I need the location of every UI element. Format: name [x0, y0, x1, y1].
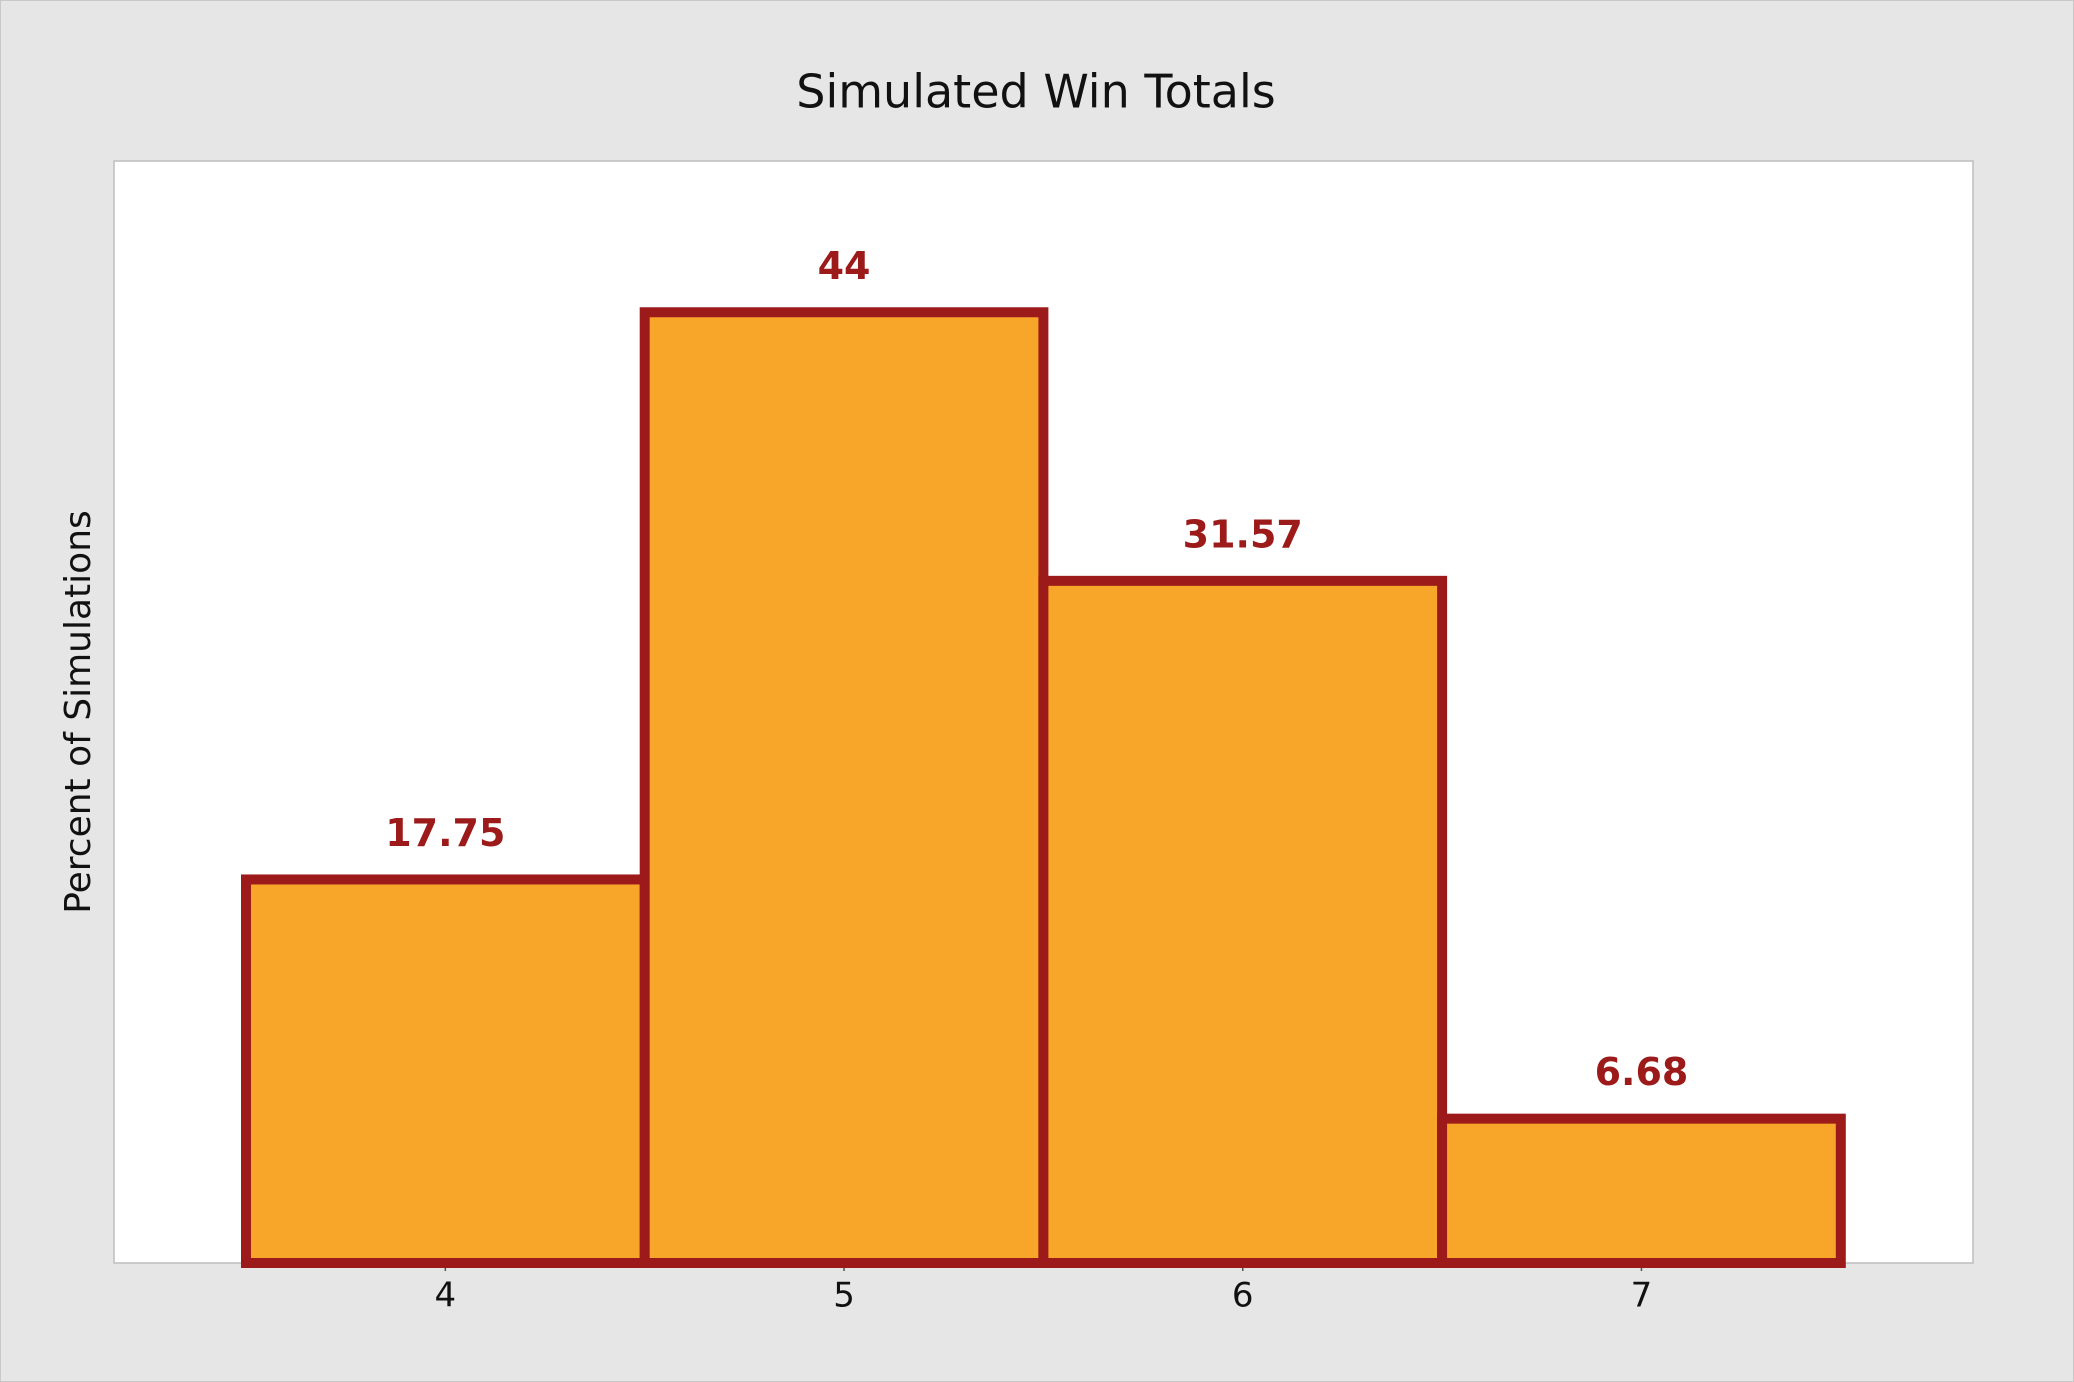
y-axis-label: Percent of Simulations [58, 510, 99, 914]
chart-title: Simulated Win Totals [796, 65, 1276, 119]
bar [1038, 575, 1448, 1268]
x-tick-label: 4 [435, 1276, 457, 1316]
bar [1437, 1113, 1846, 1269]
bar [241, 874, 650, 1268]
x-tick-label: 7 [1631, 1276, 1653, 1316]
value-label: 31.57 [1183, 512, 1303, 556]
value-label: 44 [818, 244, 871, 288]
value-label: 6.68 [1595, 1050, 1689, 1094]
value-label: 17.75 [385, 811, 505, 855]
bar [639, 307, 1049, 1269]
x-tick-label: 5 [833, 1276, 855, 1316]
x-tick-label: 6 [1232, 1276, 1254, 1316]
